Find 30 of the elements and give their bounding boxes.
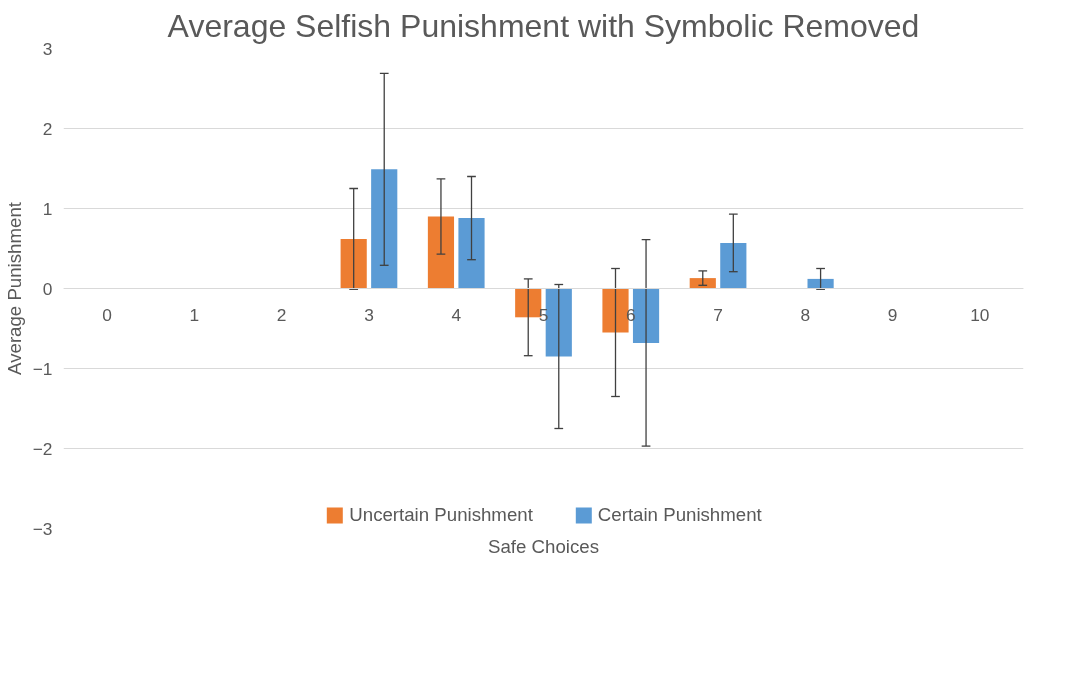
x-tick-label: 6 bbox=[625, 304, 636, 325]
legend-label: Uncertain Punishment bbox=[349, 504, 533, 526]
legend-label: Certain Punishment bbox=[597, 504, 762, 526]
y-tick-label: −2 bbox=[32, 438, 53, 459]
x-tick-label: 1 bbox=[189, 304, 200, 325]
x-tick-label: 0 bbox=[102, 304, 112, 325]
bar bbox=[427, 216, 455, 289]
bar bbox=[602, 288, 629, 333]
y-tick-label: 0 bbox=[42, 278, 53, 299]
x-tick-label: 8 bbox=[800, 304, 811, 325]
x-tick-label: 9 bbox=[887, 304, 898, 325]
bar bbox=[689, 278, 716, 289]
y-tick-label: −3 bbox=[32, 518, 53, 539]
x-tick-label: 2 bbox=[276, 304, 287, 325]
bar bbox=[458, 218, 485, 289]
y-tick-label: 3 bbox=[42, 38, 53, 59]
x-tick-label: 4 bbox=[451, 304, 462, 325]
bar bbox=[371, 169, 398, 289]
x-tick-label: 10 bbox=[970, 304, 990, 325]
bar bbox=[807, 278, 834, 289]
y-axis-title: Average Punishment bbox=[3, 201, 25, 375]
x-tick-label: 3 bbox=[364, 304, 374, 325]
bar bbox=[720, 242, 747, 289]
y-tick-label: 1 bbox=[42, 198, 53, 219]
bar bbox=[340, 238, 367, 289]
x-tick-label: 7 bbox=[713, 304, 723, 325]
chart-title: Average Selfish Punishment with Symbolic Removed bbox=[167, 7, 920, 44]
x-axis-title: Safe Choices bbox=[488, 535, 599, 557]
y-tick-label: −1 bbox=[32, 358, 53, 379]
y-tick-label: 2 bbox=[42, 118, 53, 139]
